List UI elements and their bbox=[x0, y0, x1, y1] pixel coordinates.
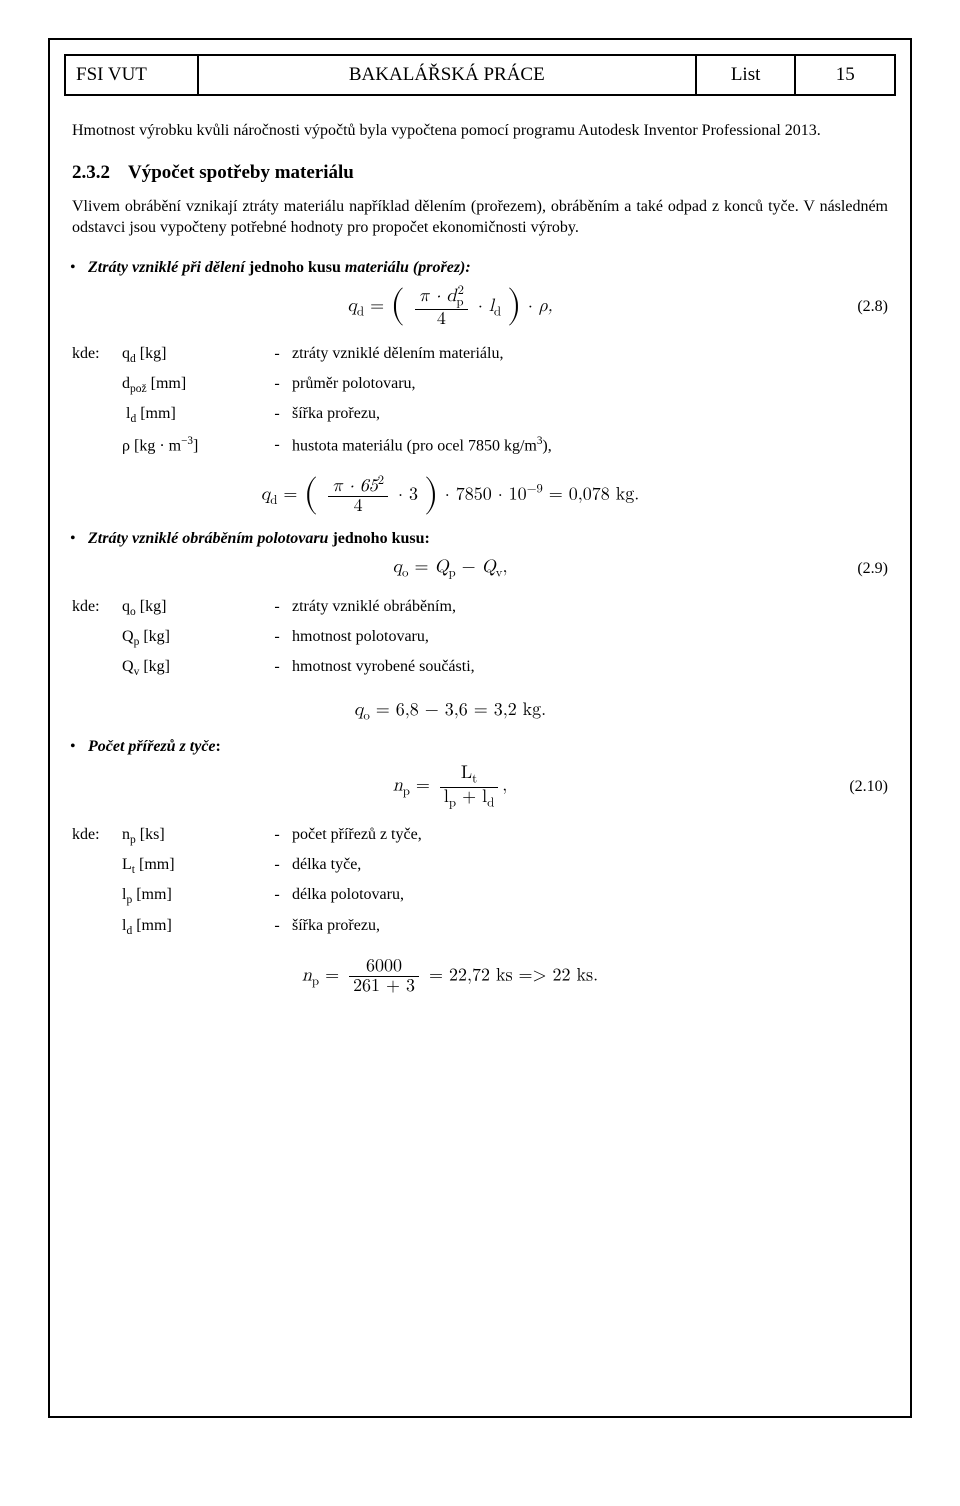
definitions-2-8: kde: qd [kg] - ztráty vzniklé dělením ma… bbox=[72, 343, 888, 458]
bullet-text: Počet přířezů z tyče bbox=[88, 738, 216, 755]
definition-row: Qv [kg] - hmotnost vyrobené součásti, bbox=[72, 656, 888, 680]
definition-row: kde: qd [kg] - ztráty vzniklé dělením ma… bbox=[72, 343, 888, 367]
bullet-losses-machining: Ztráty vzniklé obráběním polotovaru jedn… bbox=[88, 530, 888, 548]
section-paragraph: Vlivem obrábění vznikají ztráty materiál… bbox=[72, 196, 888, 239]
equation-number: (2.8) bbox=[828, 298, 888, 316]
definition-row: kde: qo [kg] - ztráty vzniklé obráběním, bbox=[72, 596, 888, 620]
content-frame: FSI VUT BAKALÁŘSKÁ PRÁCE List 15 Hmotnos… bbox=[48, 38, 912, 1418]
definition-row: ρ [kg · m−3] - hustota materiálu (pro oc… bbox=[72, 434, 888, 458]
definitions-2-9: kde: qo [kg] - ztráty vzniklé obráběním,… bbox=[72, 596, 888, 681]
definition-row: lp [mm] - délka polotovaru, bbox=[72, 884, 888, 908]
header-page-number: 15 bbox=[795, 55, 895, 95]
equation-body: qo = 6,8 − 3,6 = 3,2 kg. bbox=[72, 699, 828, 725]
equation-body: np = 6000 261 + 3 = 22,72 ks => 22 ks. bbox=[72, 957, 828, 996]
header-center: BAKALÁŘSKÁ PRÁCE bbox=[198, 55, 696, 95]
bullet-text: jednoho kusu: bbox=[328, 530, 429, 547]
header-list-label: List bbox=[696, 55, 796, 95]
definition-row: ld [mm] - šířka prořezu, bbox=[72, 403, 888, 427]
equation-2-10: np = Lt lp + ld , (2.10) bbox=[72, 764, 888, 809]
equation-body: qo = Qp − Qv, bbox=[72, 556, 828, 582]
equation-2-8-calc: qd = ( π · 652 4 · 3 ) · 7850 · 10−9 = 0… bbox=[72, 475, 888, 516]
bullet-text: jednoho kusu bbox=[245, 259, 345, 276]
equation-2-10-calc: np = 6000 261 + 3 = 22,72 ks => 22 ks. bbox=[72, 957, 888, 996]
definition-row: Qp [kg] - hmotnost polotovaru, bbox=[72, 626, 888, 650]
bullet-text: Ztráty vzniklé obráběním polotovaru bbox=[88, 530, 328, 547]
equation-2-9: qo = Qp − Qv, (2.9) bbox=[72, 556, 888, 582]
equation-body: qd = ( π · dp2 4 · ld ) · ρ, bbox=[72, 285, 828, 329]
definitions-2-10: kde: np [ks] - počet přířezů z tyče, Lt … bbox=[72, 824, 888, 939]
equation-number: (2.9) bbox=[828, 560, 888, 578]
bullet-losses-cutting: Ztráty vzniklé při dělení jednoho kusu m… bbox=[88, 259, 888, 277]
section-title: 2.3.2Výpočet spotřeby materiálu bbox=[72, 162, 888, 184]
definition-row: Lt [mm] - délka tyče, bbox=[72, 854, 888, 878]
bullet-text: Ztráty vzniklé při dělení bbox=[88, 259, 245, 276]
equation-2-8: qd = ( π · dp2 4 · ld ) · ρ, (2.8) bbox=[72, 285, 888, 329]
definition-row: ld [mm] - šířka prořezu, bbox=[72, 915, 888, 939]
bullet-cut-count: Počet přířezů z tyče: bbox=[88, 738, 888, 756]
section-heading: Výpočet spotřeby materiálu bbox=[128, 162, 354, 183]
header-table: FSI VUT BAKALÁŘSKÁ PRÁCE List 15 bbox=[64, 54, 896, 96]
definition-row: kde: np [ks] - počet přířezů z tyče, bbox=[72, 824, 888, 848]
page: FSI VUT BAKALÁŘSKÁ PRÁCE List 15 Hmotnos… bbox=[0, 0, 960, 1506]
header-left: FSI VUT bbox=[65, 55, 198, 95]
section-number: 2.3.2 bbox=[72, 162, 128, 184]
bullet-text: : bbox=[216, 738, 221, 755]
equation-body: np = Lt lp + ld , bbox=[72, 764, 828, 809]
bullet-text: materiálu (prořez): bbox=[345, 259, 471, 276]
intro-paragraph: Hmotnost výrobku kvůli náročnosti výpočt… bbox=[72, 120, 888, 142]
definition-row: dpož [mm] - průměr polotovaru, bbox=[72, 373, 888, 397]
equation-2-9-calc: qo = 6,8 − 3,6 = 3,2 kg. bbox=[72, 699, 888, 725]
equation-body: qd = ( π · 652 4 · 3 ) · 7850 · 10−9 = 0… bbox=[72, 475, 828, 516]
equation-number: (2.10) bbox=[828, 778, 888, 796]
